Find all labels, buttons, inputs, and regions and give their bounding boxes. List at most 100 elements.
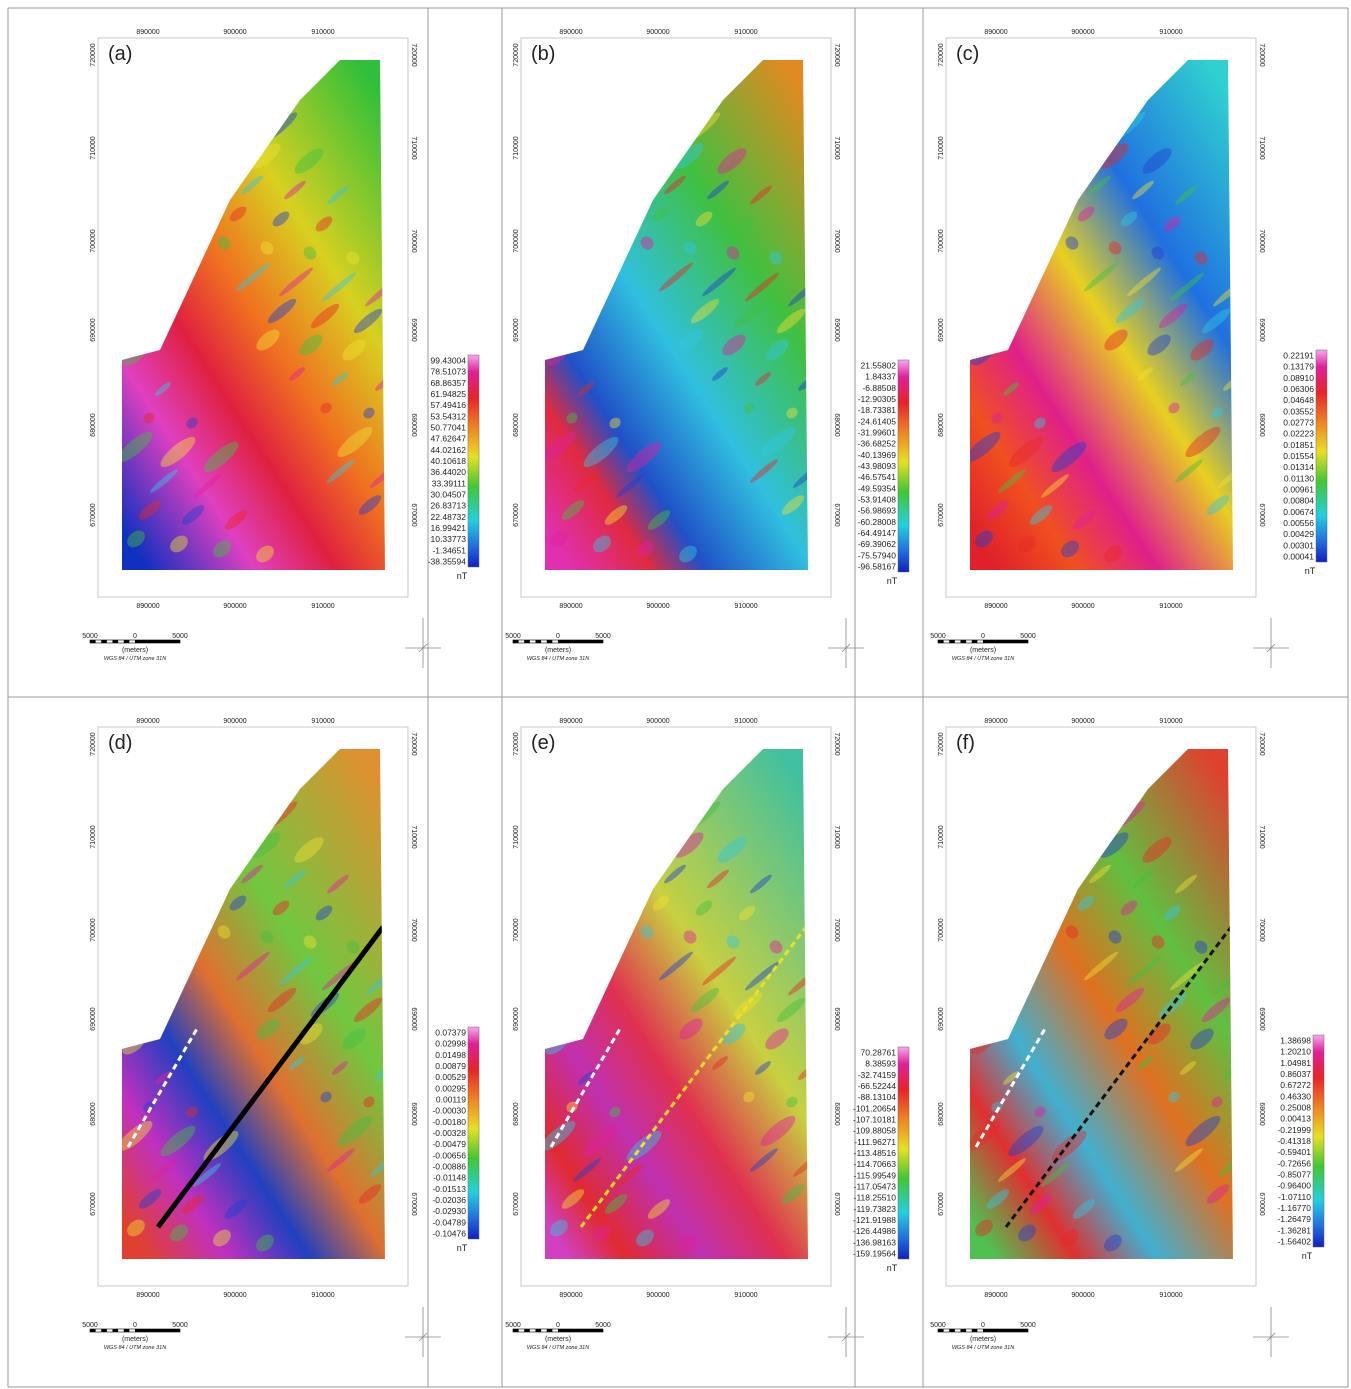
colorbar-label: -117.05473 [854,1181,897,1191]
scale-segment [513,640,519,643]
colorbar-label: -49.59354 [858,483,897,493]
colorbar-label: -1.07110 [1278,1192,1311,1202]
colorbar [1313,1035,1324,1247]
y-tick-label: 700000 [513,229,520,252]
colorbar-label: 26.83713 [431,501,467,511]
y-tick-label: 670000 [90,503,97,526]
crs-label: WGS 84 / UTM zone 31N [952,656,1014,662]
scale-label: 5000 [172,633,188,640]
colorbar-label: -64.49147 [858,528,897,538]
y-tick-label: 720000 [410,732,417,755]
colorbar-label: -113.48516 [854,1148,897,1158]
y-tick-label: 700000 [410,918,417,941]
colorbar-label: 0.00295 [435,1083,466,1093]
colorbar-label: 0.02223 [1283,429,1314,439]
colorbar-label: 0.00429 [1283,529,1314,539]
colorbar-label: -0.96400 [1277,1181,1311,1191]
colorbar-label: -56.98693 [858,506,897,516]
colorbar-label: 1.20210 [1280,1047,1311,1057]
scale-label: 5000 [82,1322,98,1329]
scale-segment [972,640,978,643]
colorbar [1316,350,1327,562]
scale-segment [972,1329,978,1332]
colorbar-label: -0.21999 [1277,1125,1311,1135]
colorbar-label: 1.84337 [865,372,896,382]
colorbar-label: 0.01130 [1284,473,1314,483]
colorbar-label: -38.35594 [428,556,467,566]
crs-label: WGS 84 / UTM zone 31N [527,1345,589,1351]
colorbar-label: 0.00301 [1283,540,1314,550]
x-tick-label: 900000 [223,603,246,610]
colorbar-label: -43.98093 [858,461,897,471]
colorbar-unit: nT [887,576,898,586]
y-tick-label: 670000 [410,503,417,526]
y-tick-label: 690000 [938,318,945,341]
colorbar-label: -101.20654 [853,1103,896,1113]
colorbar-label: -60.28008 [858,517,897,527]
colorbar-label: 0.25008 [1280,1103,1311,1113]
y-tick-label: 710000 [1258,136,1265,159]
y-tick-label: 720000 [833,43,840,66]
y-tick-label: 720000 [90,43,97,66]
y-tick-label: 710000 [513,825,520,848]
y-tick-label: 690000 [513,1007,520,1030]
colorbar-label: 0.00961 [1283,484,1314,494]
x-tick-label: 910000 [1159,603,1182,610]
colorbar-label: -159.19564 [853,1248,896,1258]
colorbar-label: 0.02998 [435,1039,466,1049]
colorbar-label: 44.02162 [431,445,467,455]
colorbar-label: -96.58167 [858,561,897,571]
colorbar-label: -0.00886 [432,1161,466,1171]
y-tick-label: 680000 [833,413,840,436]
scale-segment [938,640,944,643]
crs-label: WGS 84 / UTM zone 31N [104,656,166,662]
colorbar-label: -12.90305 [858,394,897,404]
colorbar-label: -0.72656 [1277,1158,1311,1168]
colorbar-unit: nT [1302,1251,1313,1261]
colorbar-label: 0.00413 [1280,1114,1311,1124]
scale-segment [124,1329,130,1332]
y-tick-label: 680000 [90,413,97,436]
colorbar-label: 0.01498 [435,1050,466,1060]
scale-segment [983,640,1028,643]
y-tick-label: 680000 [1258,1102,1265,1125]
colorbar-label: -0.04789 [432,1217,466,1227]
colorbar-label: 70.28761 [861,1048,897,1058]
y-tick-label: 690000 [1258,1007,1265,1030]
y-tick-label: 670000 [1258,1192,1265,1215]
x-tick-label: 890000 [984,29,1007,36]
colorbar-label: -1.56402 [1277,1236,1311,1246]
x-tick-label: 910000 [311,1292,334,1299]
panel-label: (e) [531,732,555,754]
scale-label: 5000 [930,633,946,640]
panel-label: (b) [531,43,555,65]
scale-label: 5000 [595,633,611,640]
colorbar-label: -1.26479 [1277,1214,1311,1224]
scale-label: 0 [556,633,560,640]
y-tick-label: 700000 [833,918,840,941]
scale-segment [961,1329,967,1332]
colorbar-label: -1.36281 [1277,1225,1311,1235]
colorbar-label: 10.33773 [431,534,467,544]
scale-label: 5000 [930,1322,946,1329]
y-tick-label: 700000 [90,918,97,941]
scale-label: 5000 [1020,1322,1036,1329]
scale-label: 0 [133,1322,137,1329]
y-tick-label: 680000 [833,1102,840,1125]
colorbar-label: 0.00041 [1283,551,1314,561]
colorbar-label: -24.61405 [858,416,897,426]
colorbar-label: 0.04648 [1283,395,1314,405]
scale-segment [938,1329,944,1332]
y-tick-label: 700000 [1258,229,1265,252]
x-tick-label: 900000 [1071,1292,1094,1299]
x-tick-label: 910000 [311,29,334,36]
colorbar-label: -0.00030 [432,1106,466,1116]
scale-segment [983,1329,1028,1332]
scale-segment [101,1329,107,1332]
crs-label: WGS 84 / UTM zone 31N [952,1345,1014,1351]
scale-segment [135,640,180,643]
colorbar-label: 33.39111 [432,478,466,488]
colorbar-label: 53.54312 [431,411,467,421]
y-tick-label: 690000 [833,318,840,341]
colorbar-label: -0.10476 [432,1228,466,1238]
